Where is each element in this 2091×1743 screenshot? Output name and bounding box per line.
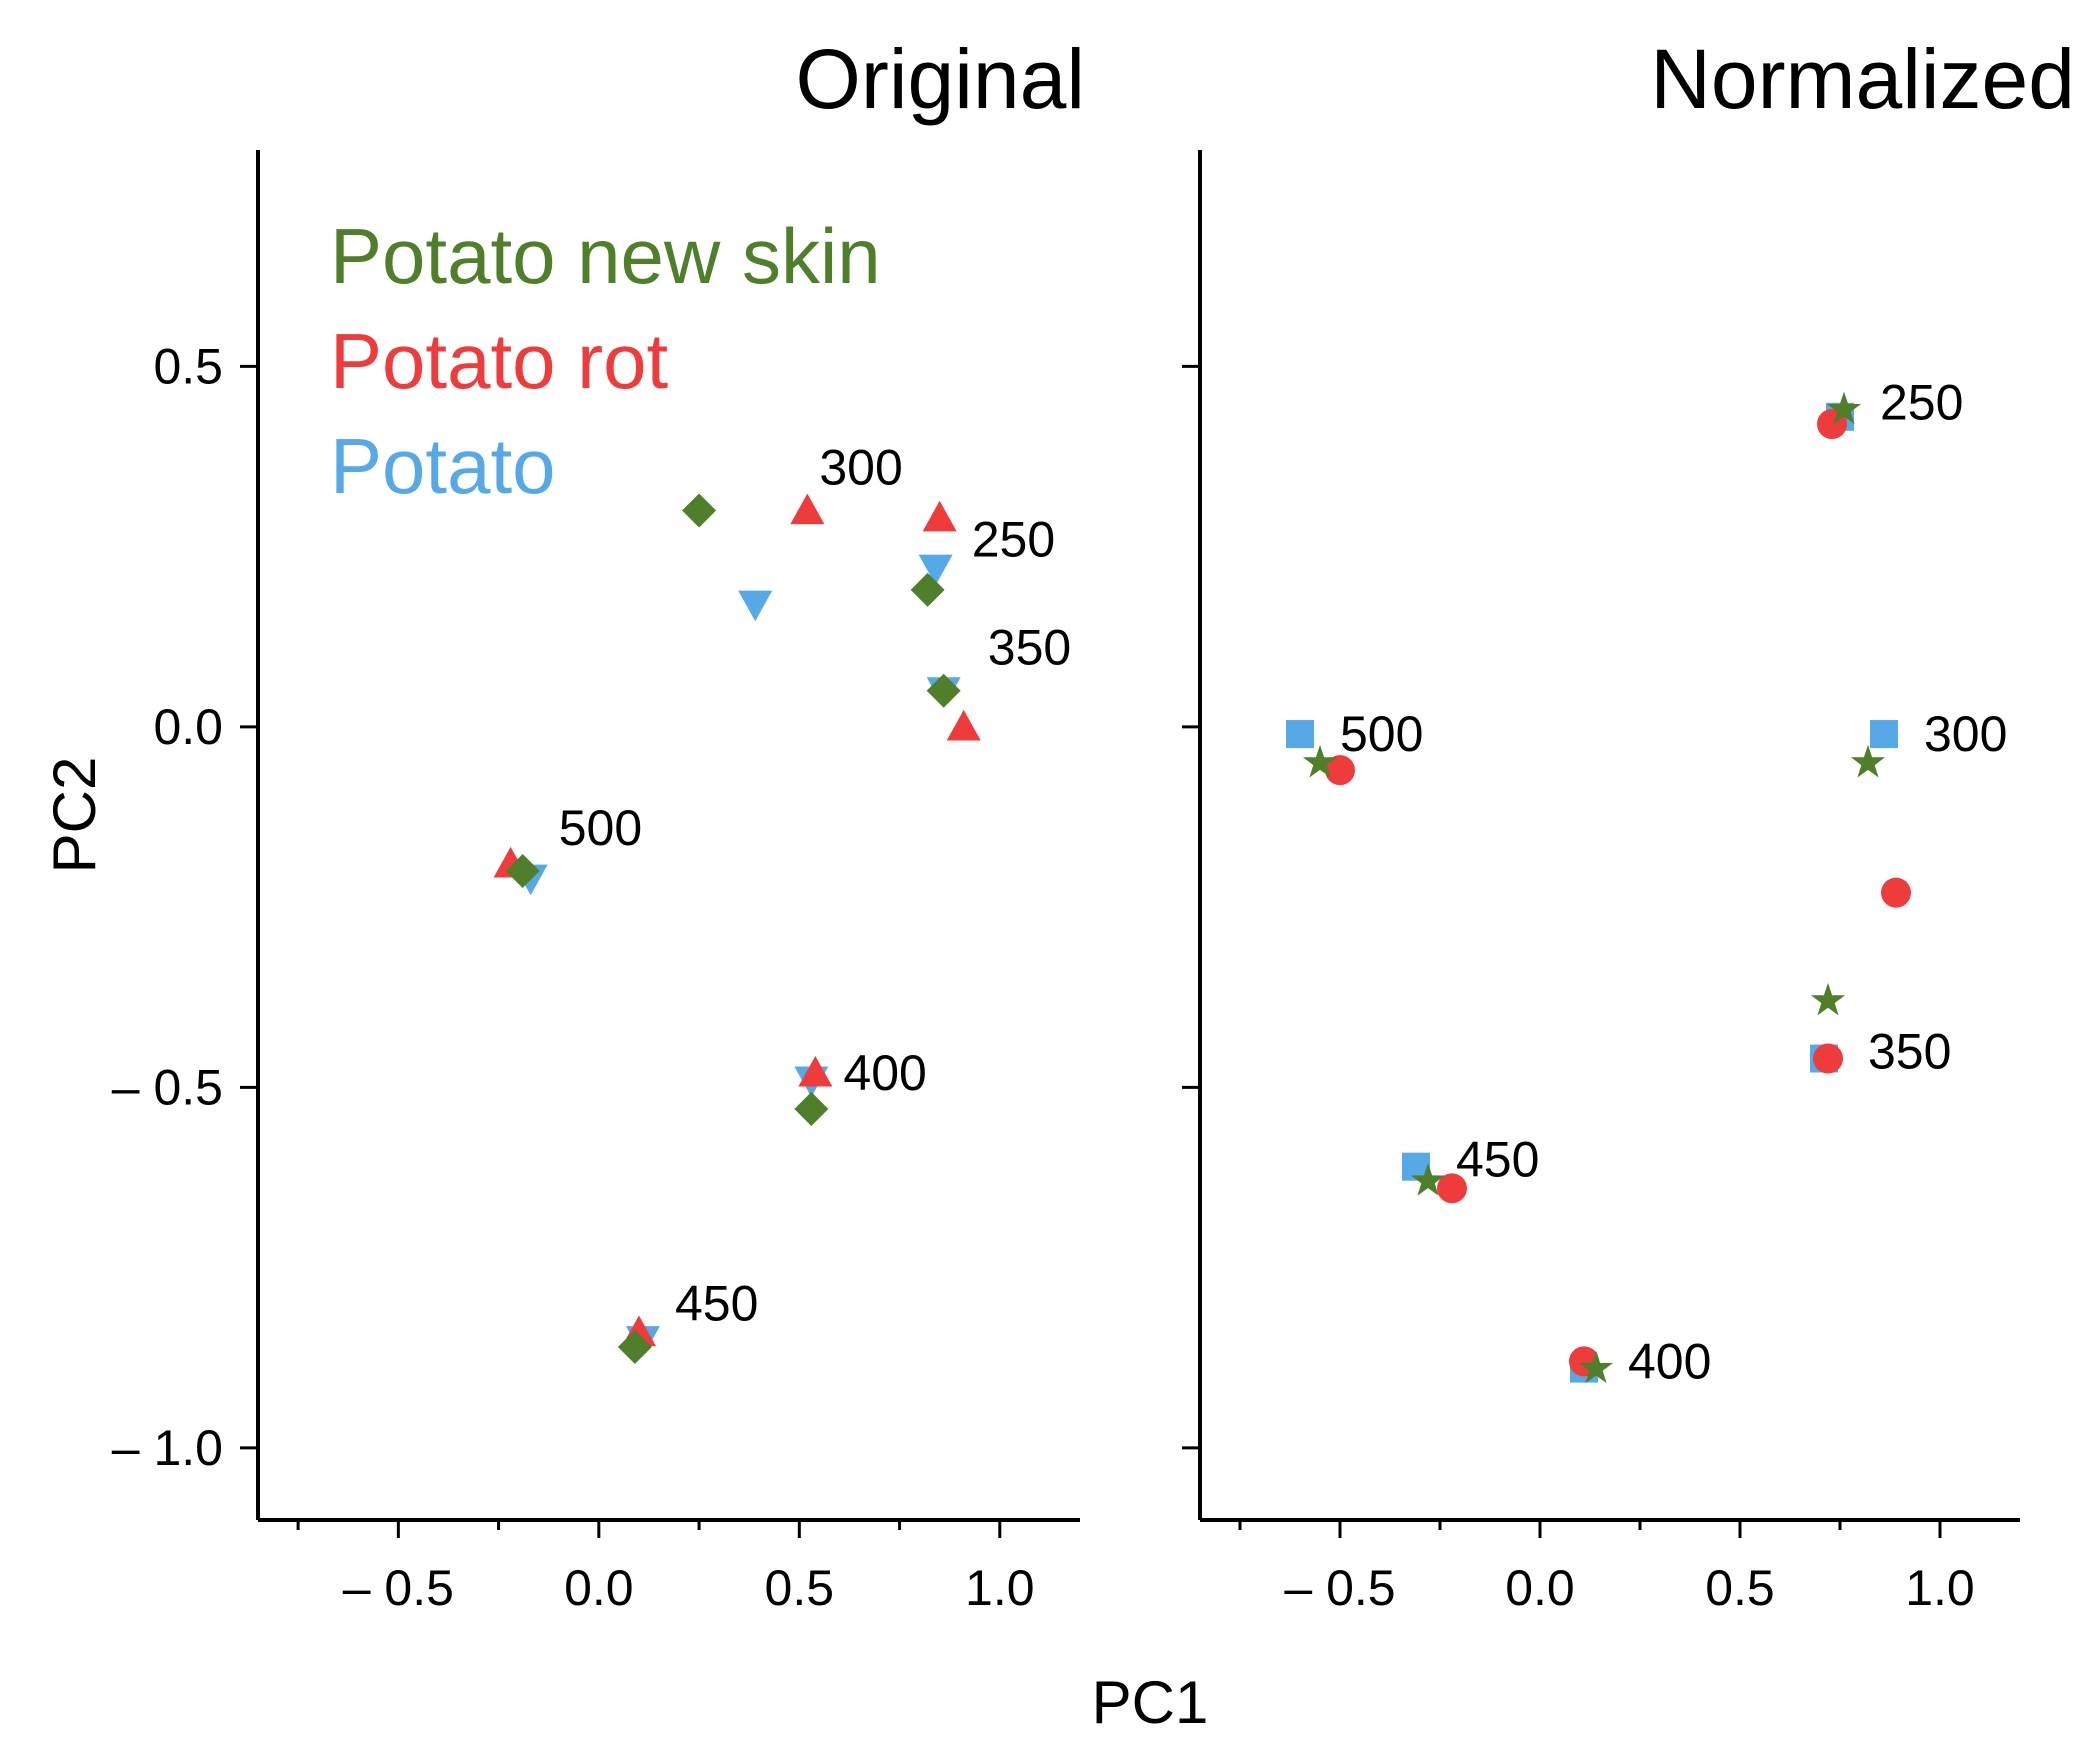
x-tick-label: 0.0 <box>564 1560 634 1616</box>
annotations-original: 300 250 350 500 400 450 <box>559 439 1071 1331</box>
point-annotation: 450 <box>675 1276 758 1332</box>
panel-title-original: Original <box>796 32 1085 126</box>
points-normalized <box>1286 391 1911 1384</box>
point-potato-new-skin <box>910 572 945 607</box>
point-potato-new-skin <box>794 1092 829 1126</box>
point-potato-rot <box>922 500 957 532</box>
point-annotation: 350 <box>1868 1023 1951 1079</box>
point-potato-new-skin <box>1578 1350 1614 1384</box>
legend-label-potato: Potato <box>330 422 556 510</box>
y-axis-label: PC2 <box>41 757 108 874</box>
point-potato <box>918 554 953 586</box>
point-potato-new-skin <box>505 854 540 889</box>
x-tick-label: – 0.5 <box>1284 1560 1395 1616</box>
point-potato <box>738 590 773 622</box>
x-tick-label: 0.0 <box>1505 1560 1575 1616</box>
point-potato-rot <box>946 709 981 741</box>
x-tick-label: 1.0 <box>965 1560 1035 1616</box>
x-axis-label: PC1 <box>1092 1669 1209 1736</box>
annotations-normalized: 250 500 300 350 450 400 <box>1340 374 2007 1389</box>
point-potato-new-skin <box>1302 744 1338 778</box>
y-tick-label: – 1.0 <box>112 1420 223 1476</box>
point-potato <box>1286 720 1314 749</box>
point-potato-rot <box>1325 755 1355 786</box>
point-potato-new-skin <box>1810 982 1846 1016</box>
point-potato-rot <box>1437 1173 1467 1204</box>
points-original <box>493 493 981 1364</box>
x-tick-label: – 0.5 <box>343 1560 454 1616</box>
legend: Potato new skin Potato rot Potato <box>330 212 881 510</box>
point-potato-rot <box>1813 1043 1843 1074</box>
panel-original: Original – 0.5 0.0 0.5 1.00.50.0– 0.5– 1.0 … <box>112 32 1085 1616</box>
point-potato-rot <box>790 493 825 525</box>
point-potato-new-skin <box>682 493 717 528</box>
point-potato-rot <box>798 1055 833 1087</box>
point-potato-rot <box>1881 877 1911 908</box>
point-potato-new-skin <box>1850 744 1886 778</box>
point-potato-new-skin <box>926 673 961 708</box>
point-annotation: 350 <box>988 620 1071 676</box>
point-annotation: 500 <box>1340 706 1423 762</box>
tick-group-normalized: – 0.5 0.0 0.5 1.0 <box>1182 364 1975 1616</box>
x-tick-label: 1.0 <box>1905 1560 1975 1616</box>
point-annotation: 250 <box>972 511 1055 567</box>
point-potato-new-skin <box>1826 391 1862 425</box>
point-annotation: 300 <box>1924 706 2007 762</box>
legend-label-potato-new-skin: Potato new skin <box>330 212 881 300</box>
panel-normalized: Normalized – 0.5 0.0 0.5 1.0 250 500 300 350 45… <box>1182 32 2075 1616</box>
point-annotation: 250 <box>1880 374 1963 430</box>
y-tick-label: – 0.5 <box>112 1059 223 1115</box>
point-annotation: 400 <box>843 1045 926 1101</box>
y-tick-label: 0.5 <box>153 338 223 394</box>
legend-label-potato-rot: Potato rot <box>330 317 669 405</box>
point-potato-new-skin <box>617 1329 652 1364</box>
point-annotation: 500 <box>559 800 642 856</box>
tick-group-original: – 0.5 0.0 0.5 1.0 0.5 0.0 – 0.5 – 1.0 <box>112 338 1035 1616</box>
point-annotation: 400 <box>1628 1333 1711 1389</box>
point-potato-new-skin <box>1410 1163 1446 1196</box>
y-tick-label: 0.0 <box>153 699 223 755</box>
x-tick-label: 0.5 <box>765 1560 835 1616</box>
point-annotation: 300 <box>819 439 902 495</box>
x-tick-label: 0.5 <box>1705 1560 1775 1616</box>
point-annotation: 450 <box>1456 1131 1539 1187</box>
point-potato <box>1870 720 1898 749</box>
panel-title-normalized: Normalized <box>1650 32 2075 126</box>
